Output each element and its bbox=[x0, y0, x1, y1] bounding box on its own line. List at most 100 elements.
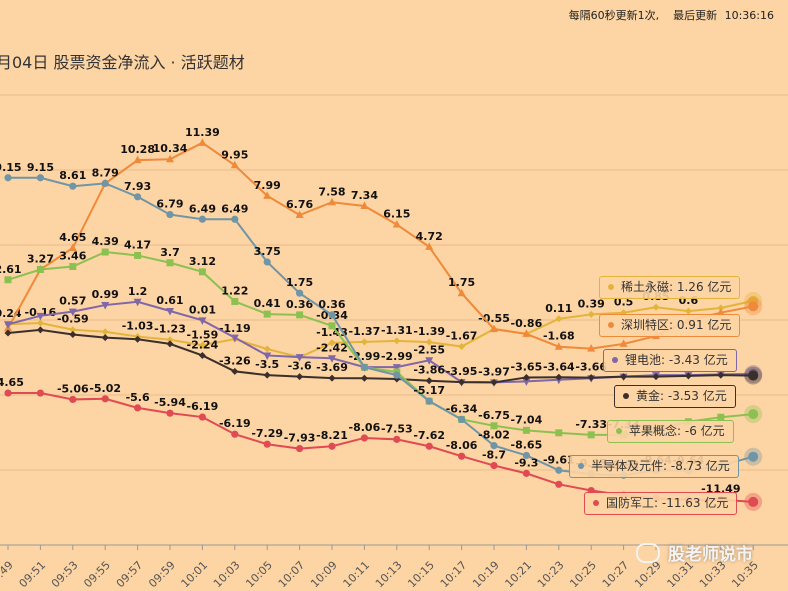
data-point bbox=[101, 248, 109, 256]
data-label: 6.49 bbox=[189, 202, 216, 215]
data-point bbox=[393, 435, 401, 443]
legend-dot bbox=[612, 357, 618, 363]
data-point bbox=[263, 191, 272, 199]
data-label: 4.65 bbox=[59, 231, 86, 244]
data-label: -3.26 bbox=[219, 354, 251, 367]
data-label: -7.93 bbox=[284, 432, 316, 445]
data-point bbox=[4, 389, 12, 397]
tooltip-3: 黄金: -3.53 亿元 bbox=[614, 385, 736, 408]
data-point bbox=[263, 371, 271, 379]
legend-dot bbox=[623, 393, 629, 399]
data-point bbox=[458, 452, 466, 460]
end-point bbox=[748, 451, 759, 462]
data-label: 7.93 bbox=[124, 180, 151, 193]
data-point bbox=[166, 409, 174, 417]
data-labels: -4.65-5.06-5.02-5.6-5.94-6.19-6.19-7.29-… bbox=[0, 376, 740, 496]
data-point bbox=[166, 340, 174, 348]
data-label: 0.99 bbox=[92, 288, 119, 301]
data-point bbox=[198, 317, 207, 325]
x-tick-label: 10:09 bbox=[308, 559, 340, 591]
tooltip-series-name: 苹果概念: bbox=[629, 424, 685, 438]
legend-dot bbox=[608, 284, 614, 290]
data-label: -1.31 bbox=[381, 324, 413, 337]
data-label: -9.61 bbox=[543, 453, 575, 466]
data-label: -5.02 bbox=[89, 382, 121, 395]
data-point bbox=[716, 308, 725, 316]
data-point bbox=[360, 338, 368, 346]
data-label: -7.33 bbox=[575, 418, 607, 431]
data-point bbox=[134, 251, 142, 259]
tooltip-value: -3.43 亿元 bbox=[668, 353, 728, 367]
tooltip-series-name: 半导体及元件: bbox=[591, 459, 671, 473]
data-label: -0.55 bbox=[478, 312, 510, 325]
data-label: 0.61 bbox=[156, 294, 183, 307]
data-label: -3.6 bbox=[288, 360, 312, 373]
data-label: -2.42 bbox=[316, 341, 348, 354]
data-point bbox=[554, 342, 563, 350]
data-label: 0.01 bbox=[189, 303, 216, 316]
data-label: -1.59 bbox=[187, 328, 219, 341]
tooltip-value: 1.26 亿元 bbox=[676, 280, 732, 294]
data-point bbox=[68, 243, 77, 251]
data-label: -3.69 bbox=[316, 361, 348, 374]
data-point bbox=[425, 338, 433, 346]
data-point bbox=[263, 352, 272, 360]
data-label: -3.66 bbox=[575, 361, 607, 374]
x-tick-label: 10:27 bbox=[600, 559, 632, 591]
data-label: -9.3 bbox=[514, 456, 538, 469]
data-label: -1.23 bbox=[154, 323, 186, 336]
data-point bbox=[198, 215, 206, 223]
data-label: -8.06 bbox=[446, 439, 478, 452]
tooltip-value: -8.73 亿元 bbox=[670, 459, 730, 473]
data-point bbox=[652, 373, 660, 381]
data-label: 8.79 bbox=[92, 166, 119, 179]
data-point bbox=[166, 307, 174, 316]
data-label: -5.94 bbox=[154, 396, 186, 409]
data-point bbox=[620, 373, 628, 381]
tooltip-series-name: 稀土永磁: bbox=[621, 280, 677, 294]
wechat-icon bbox=[636, 543, 660, 563]
tooltip-value: -6 亿元 bbox=[684, 424, 725, 438]
data-point bbox=[198, 138, 207, 146]
tooltip-2: 锂电池: -3.43 亿元 bbox=[603, 349, 737, 372]
x-tick-label: 9:49 bbox=[0, 559, 16, 586]
series-line bbox=[7, 328, 754, 384]
data-point bbox=[295, 210, 304, 219]
data-point bbox=[328, 339, 336, 347]
refresh-note: 每隔60秒更新1次, bbox=[568, 9, 660, 22]
data-label: -6.19 bbox=[219, 417, 251, 430]
data-point bbox=[101, 395, 109, 403]
data-point bbox=[134, 193, 142, 201]
end-point bbox=[748, 370, 759, 381]
data-point bbox=[101, 334, 109, 342]
data-label: 6.49 bbox=[221, 202, 248, 215]
data-point bbox=[457, 288, 466, 297]
data-point bbox=[717, 304, 725, 312]
data-point bbox=[458, 378, 466, 386]
data-point bbox=[133, 155, 142, 164]
data-label: -0.59 bbox=[57, 313, 89, 326]
data-point bbox=[522, 373, 530, 381]
data-point bbox=[101, 179, 109, 187]
x-tick-label: 10:03 bbox=[211, 559, 243, 591]
data-point bbox=[296, 289, 304, 297]
data-point bbox=[360, 363, 368, 371]
data-label: 3.7 bbox=[160, 246, 180, 259]
data-point bbox=[393, 337, 401, 345]
data-label: -3.65 bbox=[511, 360, 543, 373]
data-label: 7.34 bbox=[351, 189, 378, 202]
data-point bbox=[166, 154, 174, 163]
data-point bbox=[295, 354, 304, 362]
data-point bbox=[392, 364, 401, 372]
data-point bbox=[458, 415, 466, 424]
watermark: 股老师说市 bbox=[636, 540, 753, 565]
data-point bbox=[425, 397, 433, 405]
data-point bbox=[328, 197, 336, 206]
data-label: 0.57 bbox=[59, 295, 86, 308]
tooltip-value: -11.63 亿元 bbox=[661, 496, 729, 510]
data-point bbox=[555, 466, 563, 474]
data-point bbox=[263, 440, 271, 448]
data-point bbox=[166, 259, 174, 267]
